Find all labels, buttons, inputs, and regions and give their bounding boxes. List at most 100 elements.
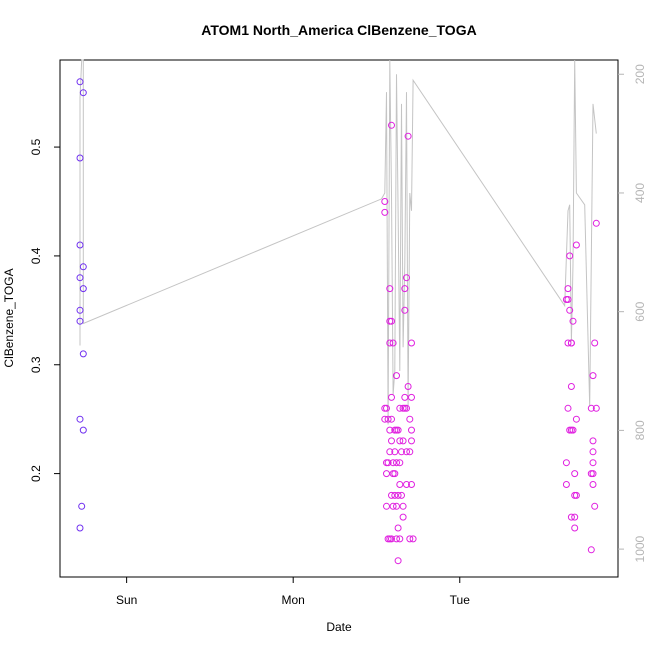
data-point-series-2 xyxy=(381,208,389,216)
x-tick-label: Mon xyxy=(282,593,305,607)
data-point-series-2 xyxy=(394,557,402,565)
data-point-series-2 xyxy=(399,513,407,521)
data-point-series-2 xyxy=(408,481,415,488)
data-point-series-2 xyxy=(589,372,597,380)
data-point-series-2 xyxy=(408,437,415,445)
y-axis-label: ClBenzene_TOGA xyxy=(2,268,16,367)
data-point-series-2 xyxy=(388,437,395,445)
data-point-series-1 xyxy=(79,285,87,293)
data-point-series-1 xyxy=(76,317,84,325)
data-point-series-2 xyxy=(403,404,410,412)
data-point-series-2 xyxy=(399,502,407,510)
data-point-series-1 xyxy=(78,502,86,510)
data-point-series-2 xyxy=(396,437,404,445)
data-point-series-2 xyxy=(381,415,389,423)
data-point-series-2 xyxy=(383,502,390,510)
data-point-series-2 xyxy=(406,535,414,543)
data-point-series-2 xyxy=(567,339,575,347)
data-point-series-2 xyxy=(562,459,570,467)
data-point-series-2 xyxy=(396,481,404,488)
data-point-series-2 xyxy=(403,274,410,282)
data-point-series-1 xyxy=(76,524,84,532)
data-point-series-2 xyxy=(391,470,399,478)
x-tick-label: Tue xyxy=(450,593,471,607)
data-point-series-2 xyxy=(589,481,597,488)
data-point-series-2 xyxy=(386,285,394,293)
data-point-series-2 xyxy=(569,426,577,434)
data-point-series-1 xyxy=(79,426,87,434)
data-point-series-2 xyxy=(592,404,600,412)
data-point-series-2 xyxy=(572,491,580,499)
data-point-series-2 xyxy=(388,121,395,129)
data-point-series-2 xyxy=(571,470,579,478)
data-point-series-2 xyxy=(393,459,400,467)
data-point-series-1 xyxy=(79,89,87,97)
data-point-series-2 xyxy=(403,448,410,456)
data-point-series-2 xyxy=(591,502,599,510)
data-point-series-2 xyxy=(572,241,580,249)
data-point-series-2 xyxy=(567,383,575,390)
data-point-series-2 xyxy=(571,524,579,532)
y-tick-label: 0.5 xyxy=(29,138,43,155)
data-point-series-2 xyxy=(393,535,400,543)
data-point-series-2 xyxy=(562,481,570,488)
x-tick-label: Sun xyxy=(116,593,137,607)
data-point-series-2 xyxy=(408,339,415,347)
data-point-series-1 xyxy=(76,154,84,162)
data-points-layer xyxy=(76,78,600,565)
data-point-series-2 xyxy=(564,296,572,303)
y2-tick-label: 800 xyxy=(633,420,647,440)
data-point-series-2 xyxy=(398,491,405,499)
data-point-series-2 xyxy=(394,524,402,532)
plot-frame xyxy=(59,59,619,578)
data-point-series-2 xyxy=(383,404,390,412)
data-point-series-2 xyxy=(398,448,405,456)
data-point-series-2 xyxy=(393,502,400,510)
y2-tick-label: 200 xyxy=(633,64,647,84)
data-point-series-2 xyxy=(396,535,404,543)
x-axis-label: Date xyxy=(326,620,352,634)
data-point-series-2 xyxy=(388,535,395,543)
data-point-series-2 xyxy=(384,459,392,467)
data-point-series-2 xyxy=(591,339,599,347)
data-point-series-2 xyxy=(567,513,575,521)
data-point-series-2 xyxy=(381,198,389,205)
data-point-series-2 xyxy=(408,426,415,434)
data-point-series-2 xyxy=(566,252,574,260)
data-point-series-2 xyxy=(396,459,404,467)
data-point-series-2 xyxy=(571,513,579,521)
data-point-series-2 xyxy=(389,459,397,467)
data-point-series-2 xyxy=(564,404,572,412)
data-point-series-2 xyxy=(408,393,415,401)
data-point-series-2 xyxy=(564,339,572,347)
data-point-series-1 xyxy=(76,415,84,423)
data-point-series-2 xyxy=(389,339,397,347)
data-point-series-1 xyxy=(76,78,84,86)
data-point-series-1 xyxy=(79,350,87,358)
data-point-series-1 xyxy=(76,306,84,314)
data-point-series-1 xyxy=(79,263,87,271)
data-point-series-2 xyxy=(388,415,395,423)
y2-tick-label: 400 xyxy=(633,183,647,203)
data-point-series-2 xyxy=(401,393,409,401)
y-tick-label: 0.3 xyxy=(29,356,43,373)
altitude-trace-line xyxy=(79,59,597,425)
data-point-series-2 xyxy=(396,404,404,412)
data-point-series-2 xyxy=(406,448,414,456)
y-tick-label: 0.2 xyxy=(29,465,43,482)
data-point-series-2 xyxy=(587,404,595,412)
data-point-series-2 xyxy=(388,491,395,499)
data-point-series-2 xyxy=(564,285,572,293)
data-point-series-2 xyxy=(386,448,394,456)
data-point-series-2 xyxy=(589,470,597,478)
data-point-series-2 xyxy=(384,415,392,423)
data-point-series-2 xyxy=(589,459,597,467)
data-point-series-2 xyxy=(572,415,580,423)
data-point-series-2 xyxy=(388,317,395,325)
data-point-series-2 xyxy=(403,481,410,488)
data-point-series-2 xyxy=(404,383,412,390)
y-tick-label: 0.4 xyxy=(29,247,43,264)
data-point-series-2 xyxy=(394,426,402,434)
chart-title: ATOM1 North_America ClBenzene_TOGA xyxy=(201,22,476,38)
